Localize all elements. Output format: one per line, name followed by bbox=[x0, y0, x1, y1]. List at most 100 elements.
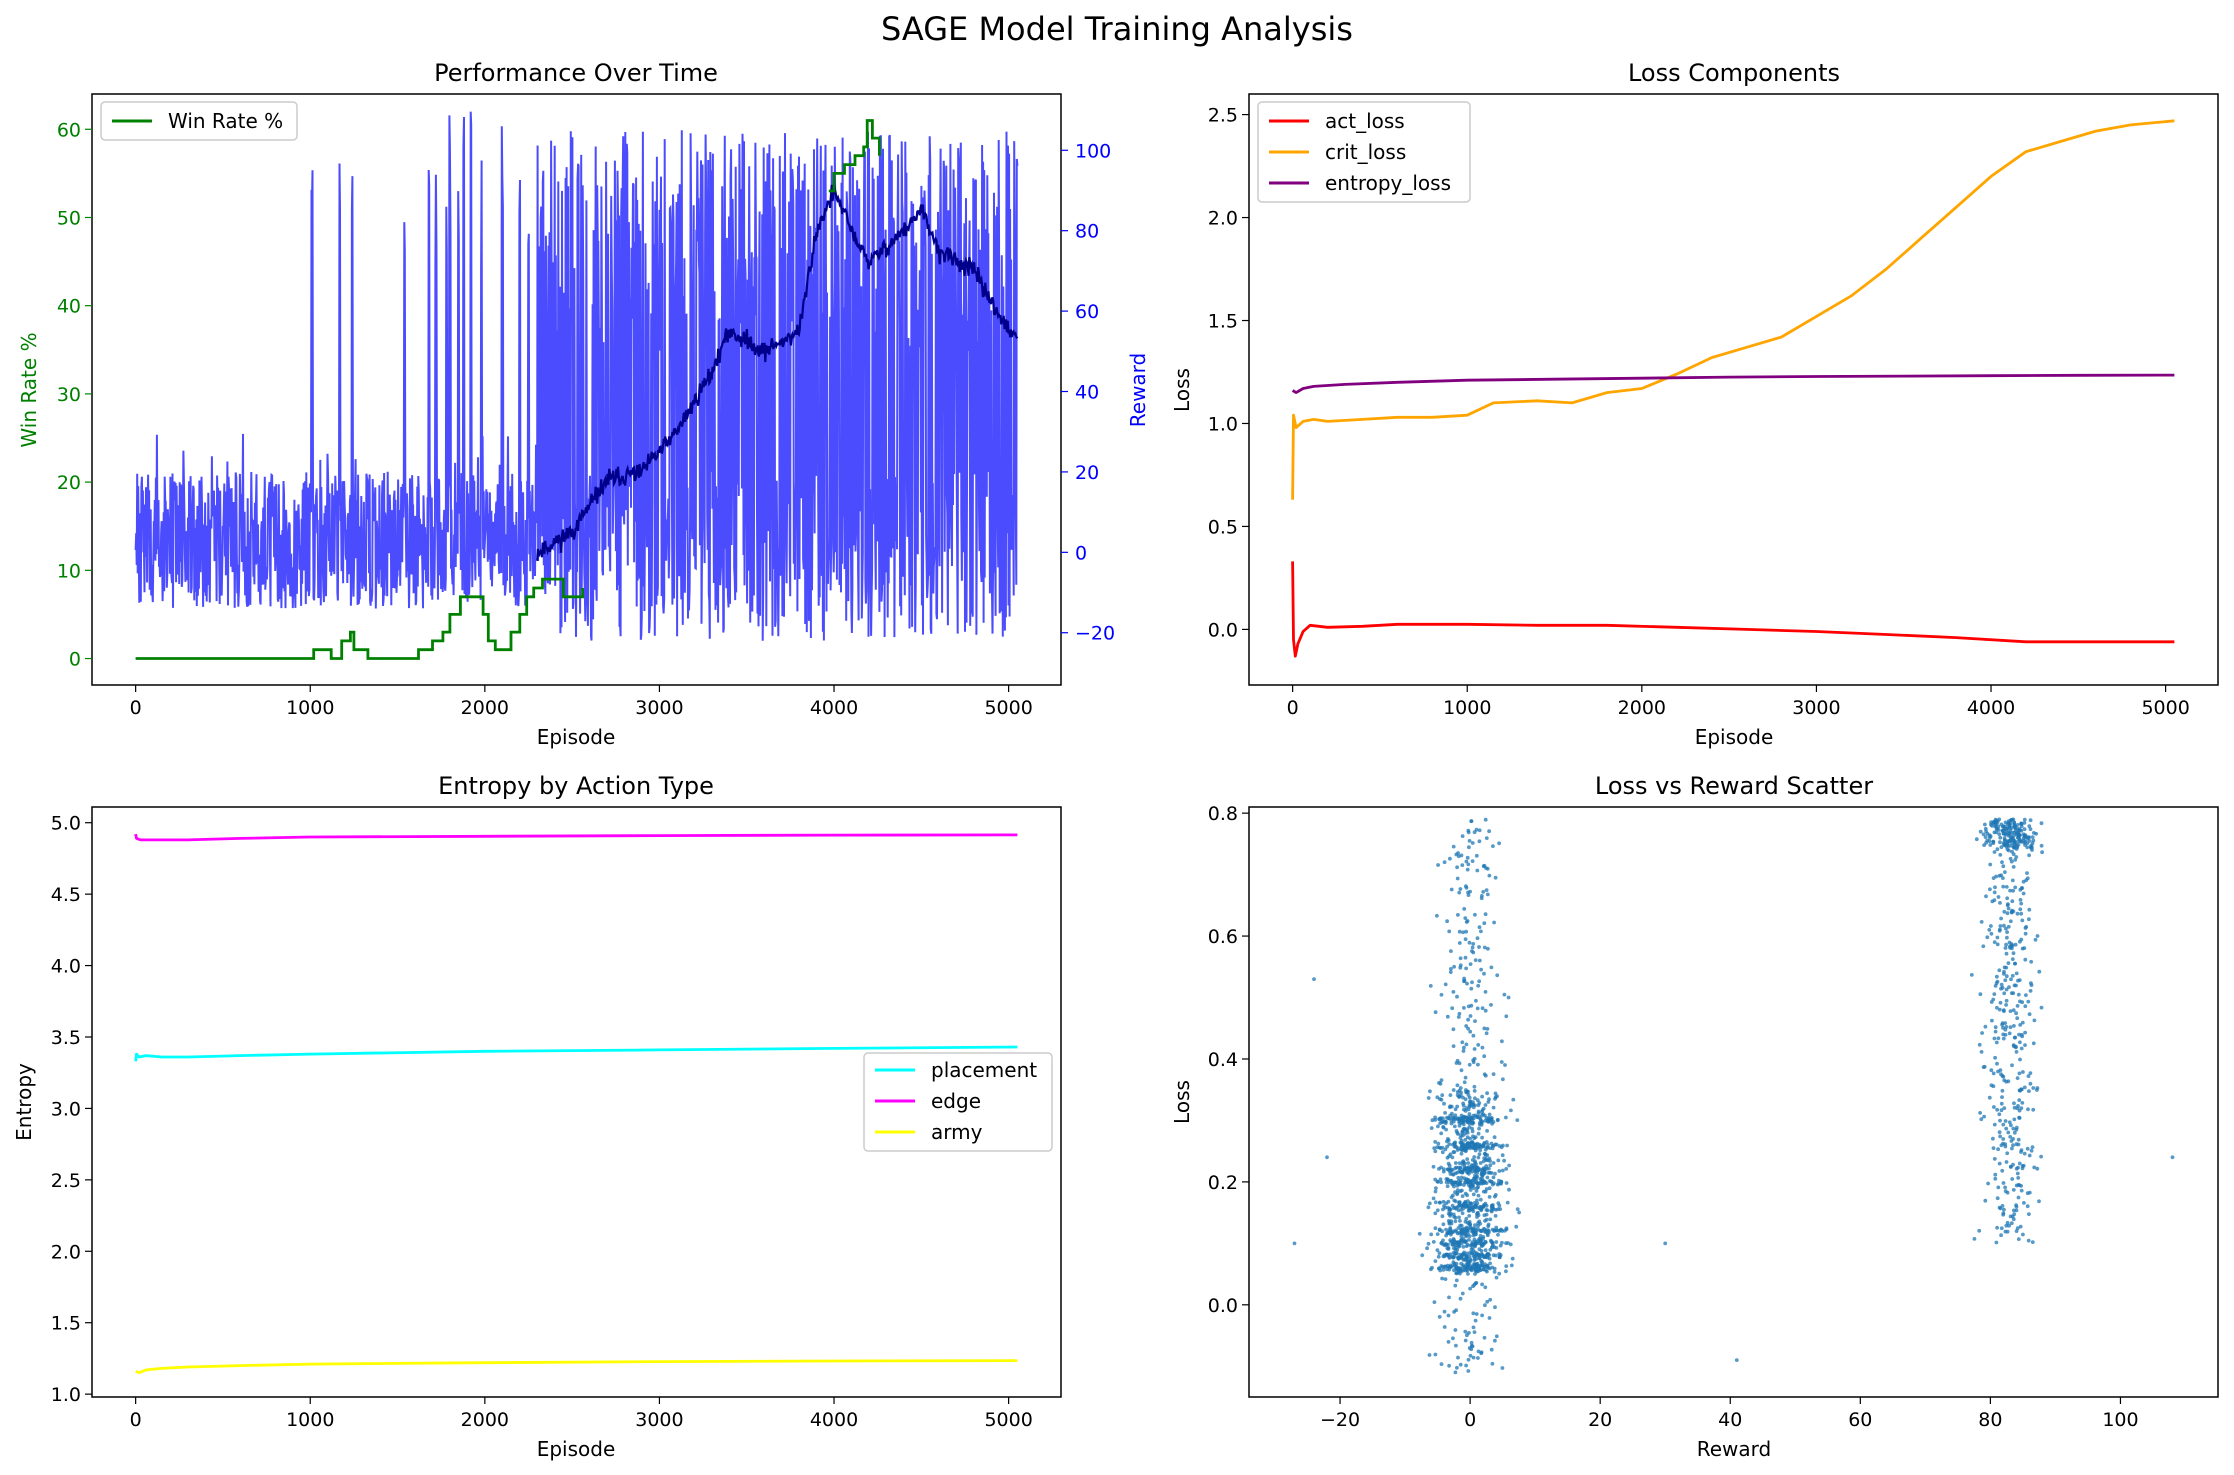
scatter-point bbox=[1988, 834, 1993, 839]
y-tick-label: 0.0 bbox=[1208, 1295, 1238, 1317]
scatter-point bbox=[2011, 888, 2015, 893]
scatter-point bbox=[1439, 1165, 1443, 1170]
scatter-point bbox=[2011, 1188, 2016, 1192]
scatter-point bbox=[1441, 1267, 1446, 1272]
scatter-point bbox=[1493, 1305, 1497, 1310]
scatter-point bbox=[1456, 1226, 1461, 1230]
scatter-point bbox=[1435, 913, 1439, 918]
scatter-point bbox=[1992, 850, 1997, 854]
scatter-point bbox=[2025, 845, 2030, 850]
scatter-point bbox=[1458, 1267, 1463, 1271]
scatter-point bbox=[1446, 1199, 1451, 1204]
legend-label-army: army bbox=[931, 1120, 983, 1144]
scatter-point bbox=[1484, 888, 1489, 892]
scatter-point bbox=[1482, 945, 1487, 950]
scatter-point bbox=[2014, 1183, 2019, 1188]
scatter-point bbox=[2010, 973, 2015, 978]
scatter-point bbox=[2020, 1000, 2025, 1005]
performance-title: Performance Over Time bbox=[434, 59, 718, 87]
scatter-point bbox=[2013, 961, 2017, 966]
scatter-point bbox=[1477, 979, 1482, 984]
scatter-point bbox=[2019, 1106, 2024, 1110]
scatter-point bbox=[1470, 1240, 1475, 1244]
scatter-point bbox=[2005, 1220, 2010, 1225]
scatter-point bbox=[1458, 1362, 1463, 1367]
scatter-point bbox=[1460, 1188, 1464, 1193]
scatter-plot-area bbox=[1292, 817, 2175, 1375]
scatter-point bbox=[2018, 1224, 2023, 1229]
scatter-point bbox=[1461, 1122, 1466, 1127]
scatter-point bbox=[2004, 951, 2009, 956]
scatter-point bbox=[2014, 1208, 2019, 1213]
scatter-point bbox=[2017, 1098, 2022, 1102]
scatter-point bbox=[1460, 1162, 1465, 1166]
scatter-point bbox=[1458, 956, 1463, 961]
scatter-point bbox=[1447, 1363, 1451, 1368]
scatter-point bbox=[1993, 824, 1998, 829]
scatter-point bbox=[1467, 1331, 1471, 1335]
performance-ylabel: Win Rate % bbox=[17, 332, 41, 447]
scatter-point bbox=[1446, 1313, 1451, 1318]
scatter-point bbox=[1974, 837, 1979, 842]
scatter-point bbox=[1455, 1365, 1459, 1370]
scatter-point bbox=[1447, 1295, 1451, 1300]
scatter-point bbox=[2010, 1214, 2015, 1219]
scatter-point bbox=[1465, 1166, 1470, 1171]
scatter-point bbox=[1482, 1026, 1487, 1031]
scatter-point bbox=[1993, 984, 1998, 988]
scatter-point bbox=[1454, 1278, 1459, 1283]
scatter-point bbox=[1468, 1223, 1472, 1227]
scatter-point bbox=[1987, 928, 1992, 932]
scatter-point bbox=[2026, 1238, 2031, 1243]
scatter-point bbox=[1992, 1122, 1997, 1127]
scatter-point bbox=[2029, 1148, 2034, 1153]
scatter-point bbox=[2030, 1240, 2035, 1244]
scatter-point bbox=[2009, 1221, 2014, 1226]
scatter-point bbox=[1431, 1196, 1436, 1201]
scatter-point bbox=[2005, 911, 2010, 916]
scatter-point bbox=[1998, 924, 2003, 928]
scatter-point bbox=[1483, 1151, 1487, 1156]
scatter-point bbox=[1479, 1249, 1484, 1253]
scatter-point bbox=[1500, 1168, 1505, 1173]
scatter-point bbox=[1436, 1266, 1441, 1271]
performance-axes: 0 1000 2000 3000 4000 5000 0 10 20 30 40 50 60 −20 0 20… bbox=[57, 119, 1115, 719]
scatter-point bbox=[1473, 1318, 1478, 1323]
army-line bbox=[135, 1359, 1018, 1375]
scatter-point bbox=[1470, 1120, 1475, 1125]
scatter-point bbox=[2005, 930, 2009, 934]
scatter-point bbox=[1995, 979, 2000, 984]
scatter-point bbox=[2035, 934, 2040, 938]
loss-axes: 0 1000 2000 3000 4000 5000 0.0 0.5 1.0 1.5 2.0 2.5 bbox=[1208, 105, 2190, 719]
scatter-point bbox=[1483, 1285, 1488, 1290]
scatter-point bbox=[1464, 1363, 1468, 1368]
scatter-point bbox=[2009, 1123, 2013, 1128]
scatter-point bbox=[1480, 1282, 1484, 1287]
scatter-point bbox=[1480, 1313, 1484, 1318]
scatter-point bbox=[2018, 1040, 2022, 1045]
scatter-point bbox=[2020, 1164, 2025, 1168]
scatter-point bbox=[2006, 902, 2010, 907]
scatter-point bbox=[2017, 1161, 2022, 1166]
scatter-point bbox=[2023, 1043, 2027, 1047]
scatter-point bbox=[1468, 889, 1472, 894]
scatter-point bbox=[1429, 1126, 1434, 1130]
scatter-point bbox=[1489, 965, 1494, 970]
scatter-point bbox=[2008, 818, 2013, 823]
scatter-point bbox=[2009, 1139, 2014, 1143]
scatter-point bbox=[1471, 1228, 1476, 1233]
scatter-point bbox=[1986, 1181, 1990, 1186]
scatter-point bbox=[1455, 1248, 1460, 1252]
scatter-point bbox=[1989, 1068, 1994, 1073]
scatter-point bbox=[1490, 1361, 1495, 1366]
scatter-point bbox=[1476, 1131, 1481, 1136]
scatter-point bbox=[1979, 920, 1984, 924]
scatter-point bbox=[1454, 1165, 1459, 1170]
scatter-point bbox=[1483, 1303, 1487, 1308]
scatter-point bbox=[1450, 1006, 1455, 1011]
scatter-point bbox=[1449, 887, 1454, 892]
scatter-point bbox=[1472, 1089, 1477, 1093]
edge-line bbox=[134, 833, 1018, 842]
scatter-point bbox=[1443, 1119, 1448, 1124]
scatter-point bbox=[1488, 1179, 1492, 1183]
